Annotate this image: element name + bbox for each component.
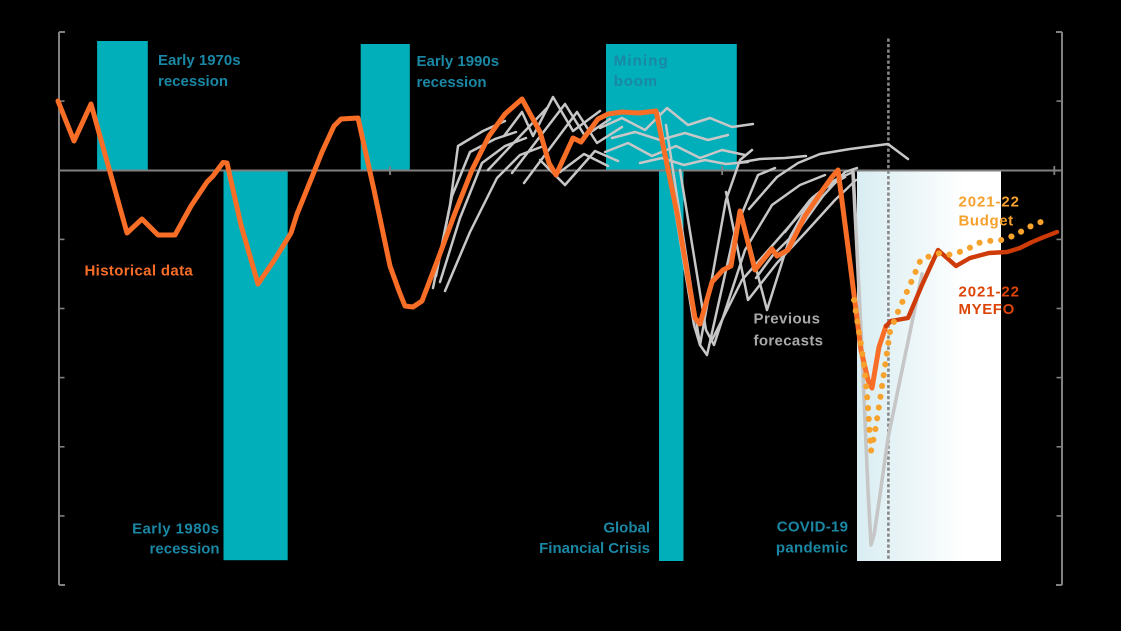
- svg-text:recession: recession: [158, 73, 228, 90]
- svg-text:Early 1970s: Early 1970s: [158, 52, 241, 69]
- svg-text:Financial Crisis: Financial Crisis: [539, 540, 650, 557]
- svg-text:boom: boom: [614, 73, 658, 90]
- svg-text:COVID-19: COVID-19: [777, 519, 849, 536]
- svg-text:Global: Global: [603, 519, 650, 536]
- svg-text:recession: recession: [417, 74, 487, 91]
- svg-text:2021-22: 2021-22: [959, 283, 1020, 300]
- svg-text:recession: recession: [150, 541, 220, 558]
- svg-text:Budget: Budget: [959, 213, 1014, 230]
- svg-text:2021-22: 2021-22: [959, 194, 1020, 211]
- svg-text:Historical data: Historical data: [85, 263, 194, 280]
- svg-text:Early 1980s: Early 1980s: [132, 521, 220, 538]
- svg-text:Early 1990s: Early 1990s: [417, 53, 500, 70]
- svg-text:forecasts: forecasts: [754, 333, 824, 350]
- svg-text:Previous: Previous: [754, 311, 821, 328]
- svg-text:pandemic: pandemic: [776, 539, 848, 556]
- svg-text:MYEFO: MYEFO: [959, 301, 1015, 318]
- svg-text:Mining: Mining: [614, 53, 669, 70]
